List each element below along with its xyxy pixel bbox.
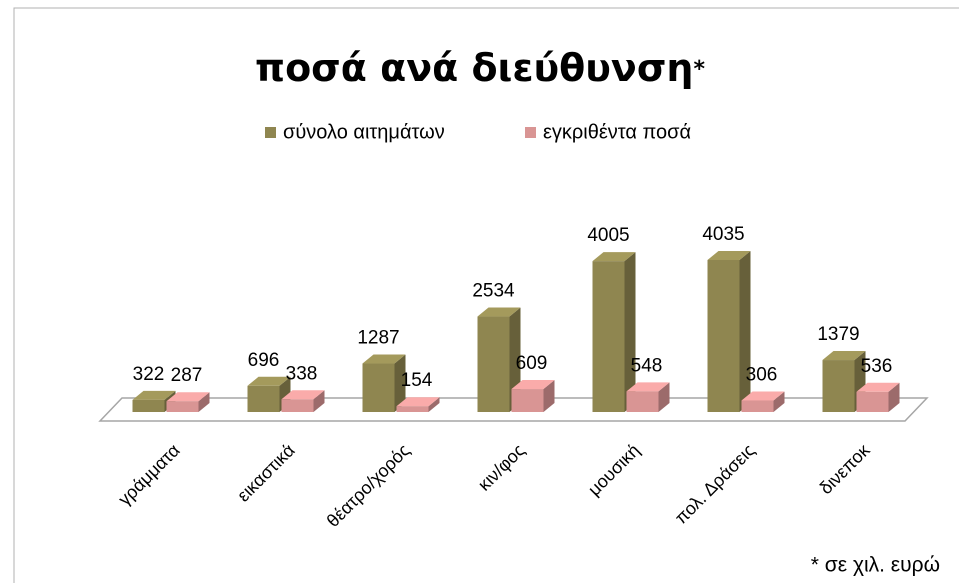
bar-side [624, 252, 636, 412]
bar-side [198, 392, 210, 412]
bar-front [511, 389, 544, 412]
legend-swatch [265, 127, 276, 138]
chart-frame [13, 7, 959, 583]
data-label: 306 [746, 364, 778, 385]
data-label: 548 [631, 355, 663, 376]
footnote: * σε χιλ. ευρώ [811, 554, 940, 577]
bar-side [428, 397, 440, 412]
data-label: 2534 [472, 281, 515, 302]
chart-title: ποσά ανά διεύθυνση* [255, 46, 705, 90]
bar [362, 354, 406, 412]
bar [511, 380, 555, 412]
bar-side [773, 391, 785, 412]
data-label: 536 [861, 356, 893, 377]
data-label: 1287 [357, 328, 399, 349]
bar-front [166, 401, 199, 412]
bar-top [822, 351, 866, 361]
bar-front [362, 363, 395, 412]
bar-front [477, 316, 510, 412]
bar-side [313, 390, 325, 412]
bar [281, 390, 325, 412]
bar-top [132, 390, 176, 400]
bar-side [739, 251, 751, 412]
bar-top [362, 354, 406, 364]
bar [741, 391, 785, 412]
legend-label: σύνολο αιτημάτων [283, 121, 445, 143]
bar-side [658, 382, 670, 412]
bar-front [822, 360, 855, 412]
bar-front [741, 400, 774, 412]
data-label: 287 [171, 365, 203, 386]
legend-label: εγκριθέντα ποσά [543, 121, 691, 143]
bar-top [396, 397, 440, 407]
data-label: 1379 [817, 324, 859, 345]
bar-top [626, 382, 670, 392]
bar [396, 397, 440, 412]
data-label: 338 [286, 363, 318, 384]
bar-top [511, 380, 555, 390]
bar [626, 382, 670, 412]
bar [592, 252, 636, 412]
bar-top [477, 307, 521, 317]
bar-front [707, 260, 740, 412]
bar-top [592, 252, 636, 262]
data-label: 4035 [702, 224, 744, 245]
bar-front [856, 391, 889, 412]
bar [166, 392, 210, 412]
bar-front [592, 261, 625, 412]
bar-side [888, 382, 900, 412]
title-text: ποσά ανά διεύθυνση [255, 46, 693, 90]
bar-side [394, 354, 406, 412]
data-label: 609 [516, 353, 548, 374]
bar-front [247, 385, 280, 412]
bar-front [281, 399, 314, 412]
bar-top [281, 390, 325, 400]
title-suffix: * [693, 57, 705, 82]
bar-front [396, 406, 429, 412]
bar-top [707, 251, 751, 260]
bar-top [741, 391, 785, 401]
bar [856, 382, 900, 412]
data-label: 4005 [587, 225, 629, 246]
legend-swatch [525, 127, 536, 138]
data-label: 696 [248, 350, 280, 371]
bar [707, 251, 751, 412]
bar-top [166, 392, 210, 402]
bar-top [856, 382, 900, 392]
bar-front [132, 399, 165, 412]
bar-top [247, 376, 291, 386]
data-label: 322 [133, 364, 165, 385]
bar-side [543, 380, 555, 412]
bar-front [626, 391, 659, 412]
data-label: 154 [401, 370, 433, 391]
